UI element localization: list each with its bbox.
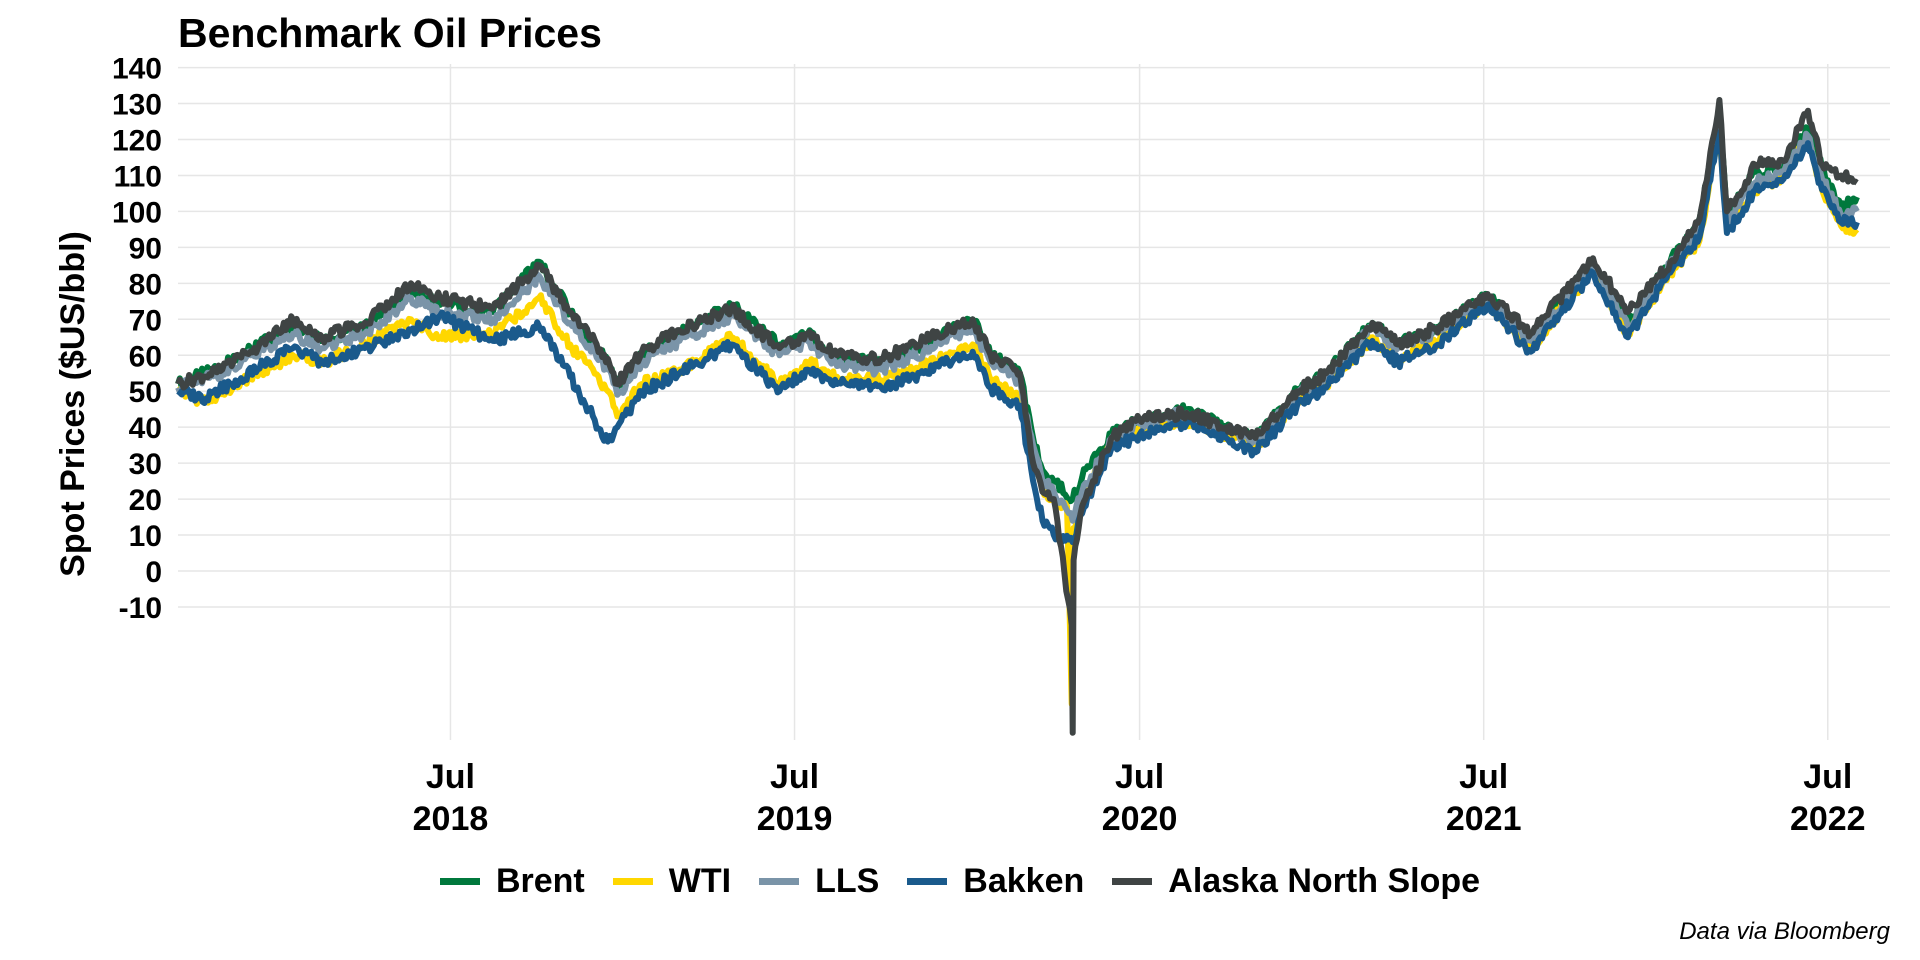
y-tick-label: 140 bbox=[112, 53, 162, 86]
series-line-bakken bbox=[176, 129, 1860, 546]
y-tick-label: 20 bbox=[129, 484, 162, 517]
chart-title: Benchmark Oil Prices bbox=[178, 10, 602, 56]
y-tick-label: 90 bbox=[129, 232, 162, 265]
y-tick-label: 120 bbox=[112, 125, 162, 158]
legend-swatch bbox=[1112, 878, 1153, 885]
y-tick-label: 70 bbox=[129, 304, 162, 337]
legend-item: Alaska North Slope bbox=[1112, 862, 1480, 901]
caption: Data via Bloomberg bbox=[1679, 918, 1890, 945]
x-tick-label-year: 2020 bbox=[1102, 800, 1178, 838]
y-tick-label: 110 bbox=[114, 160, 162, 193]
series-line-wti bbox=[175, 125, 1860, 707]
legend-swatch bbox=[907, 878, 948, 885]
y-tick-label: 30 bbox=[129, 448, 162, 481]
legend-label: WTI bbox=[668, 862, 732, 900]
y-tick-label: 130 bbox=[112, 89, 162, 122]
data-series bbox=[175, 97, 1860, 736]
y-tick-label: 10 bbox=[129, 520, 162, 553]
y-tick-label: 60 bbox=[129, 340, 162, 373]
x-axis-tick-labels: Jul 2018 Jul 2019 Jul 2020 Jul 2021 Jul 2022 bbox=[413, 758, 1866, 838]
legend-item: Brent bbox=[439, 862, 585, 901]
x-tick-label-month: Jul bbox=[1115, 758, 1164, 796]
x-tick-label-month: Jul bbox=[1803, 758, 1852, 796]
x-tick-label-year: 2018 bbox=[413, 800, 489, 838]
legend-label: LLS bbox=[815, 862, 880, 900]
x-tick-label-month: Jul bbox=[770, 758, 819, 796]
legend-swatch bbox=[439, 878, 480, 885]
grid-lines bbox=[178, 64, 1890, 740]
y-tick-label: 80 bbox=[129, 268, 162, 301]
legend-item: Bakken bbox=[907, 862, 1084, 901]
x-tick-label-year: 2019 bbox=[757, 800, 833, 838]
y-tick-label: 0 bbox=[145, 556, 162, 589]
x-tick-label-month: Jul bbox=[426, 758, 475, 796]
x-tick-label-year: 2021 bbox=[1446, 800, 1522, 838]
legend-label: Brent bbox=[495, 862, 585, 900]
y-axis-label: Spot Prices ($US/bbl) bbox=[54, 231, 92, 577]
y-tick-label: 100 bbox=[112, 196, 162, 229]
legend-swatch bbox=[759, 878, 800, 885]
legend-item: WTI bbox=[612, 862, 732, 901]
x-tick-label-year: 2022 bbox=[1790, 800, 1866, 838]
y-tick-label: 40 bbox=[129, 412, 162, 445]
y-tick-label: -10 bbox=[119, 592, 162, 625]
legend-item: LLS bbox=[759, 862, 879, 901]
y-tick-label: 50 bbox=[129, 376, 162, 409]
legend-swatch bbox=[612, 878, 653, 885]
x-tick-label-month: Jul bbox=[1459, 758, 1508, 796]
series-line-alaska-north-slope bbox=[175, 97, 1859, 736]
legend-label: Bakken bbox=[963, 862, 1085, 900]
legend-label: Alaska North Slope bbox=[1168, 862, 1481, 900]
legend: Brent WTI LLS Bakken Alaska North Slope bbox=[0, 862, 1920, 901]
